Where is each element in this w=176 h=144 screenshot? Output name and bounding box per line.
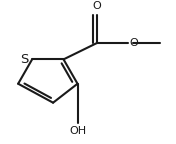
Text: OH: OH — [70, 126, 87, 136]
Text: O: O — [92, 1, 101, 11]
Text: S: S — [21, 53, 29, 66]
Text: O: O — [129, 38, 138, 48]
